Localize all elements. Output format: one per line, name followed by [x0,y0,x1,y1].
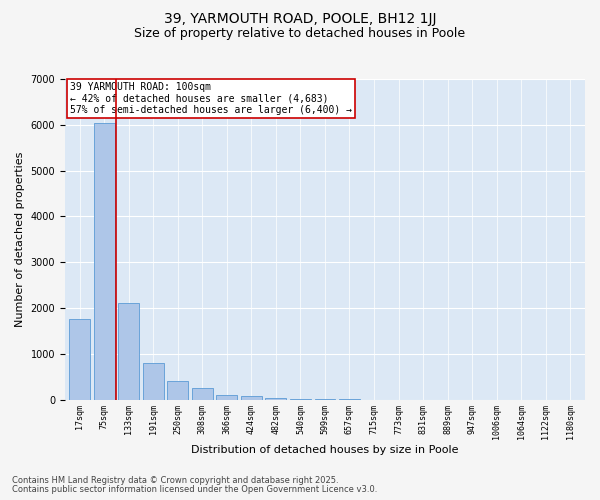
Bar [167,382,188,400]
Text: Contains public sector information licensed under the Open Government Licence v3: Contains public sector information licen… [12,484,377,494]
Bar [143,363,164,400]
Bar [94,122,115,400]
Text: 39, YARMOUTH ROAD, POOLE, BH12 1JJ: 39, YARMOUTH ROAD, POOLE, BH12 1JJ [164,12,436,26]
Bar [241,396,262,400]
X-axis label: Distribution of detached houses by size in Poole: Distribution of detached houses by size … [191,445,459,455]
Text: Size of property relative to detached houses in Poole: Size of property relative to detached ho… [134,28,466,40]
Text: 39 YARMOUTH ROAD: 100sqm
← 42% of detached houses are smaller (4,683)
57% of sem: 39 YARMOUTH ROAD: 100sqm ← 42% of detach… [70,82,352,116]
Text: Contains HM Land Registry data © Crown copyright and database right 2025.: Contains HM Land Registry data © Crown c… [12,476,338,485]
Bar [118,304,139,400]
Bar [192,388,213,400]
Bar [69,320,90,400]
Y-axis label: Number of detached properties: Number of detached properties [15,152,25,327]
Bar [265,398,286,400]
Bar [217,395,237,400]
